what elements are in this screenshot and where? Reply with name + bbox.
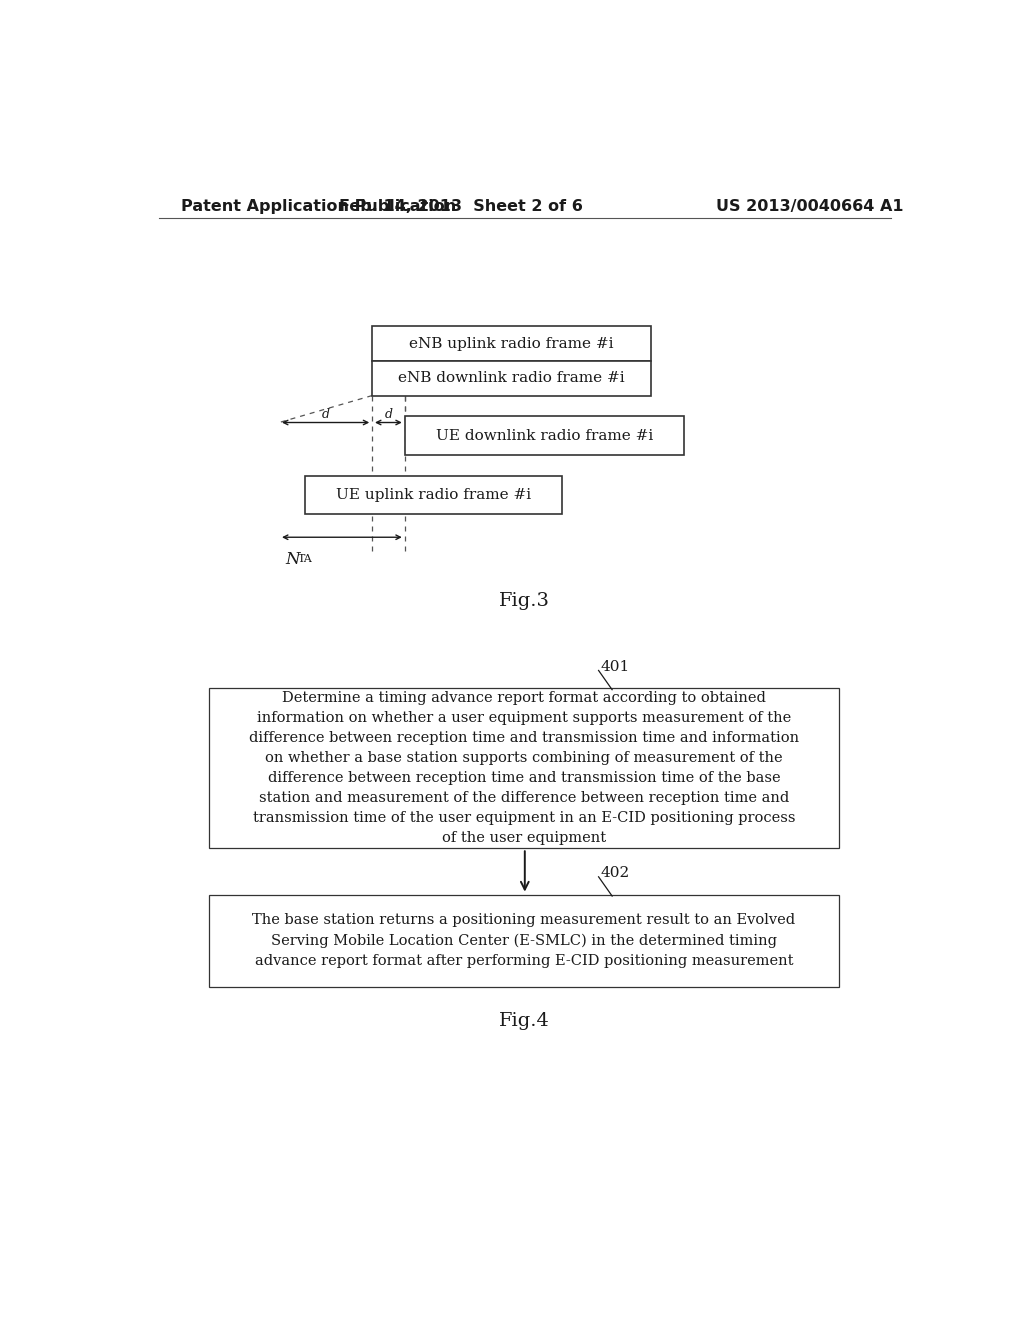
Text: Feb. 14, 2013  Sheet 2 of 6: Feb. 14, 2013 Sheet 2 of 6 [339, 199, 584, 214]
Bar [209, 895, 839, 987]
Bar [372, 326, 651, 360]
Text: Patent Application Publication: Patent Application Publication [180, 199, 456, 214]
Text: 402: 402 [601, 866, 630, 880]
Text: The base station returns a positioning measurement result to an Evolved
Serving : The base station returns a positioning m… [253, 913, 796, 968]
Text: Determine a timing advance report format according to obtained
information on wh: Determine a timing advance report format… [249, 692, 799, 845]
Text: TA: TA [298, 554, 312, 564]
Text: US 2013/0040664 A1: US 2013/0040664 A1 [716, 199, 904, 214]
Text: eNB downlink radio frame #i: eNB downlink radio frame #i [398, 371, 625, 385]
Text: d: d [322, 408, 330, 421]
Text: 401: 401 [601, 660, 630, 673]
Text: Fig.4: Fig.4 [500, 1012, 550, 1030]
Bar [305, 475, 562, 515]
Text: Fig.3: Fig.3 [500, 593, 550, 610]
Bar [372, 360, 651, 396]
Text: UE downlink radio frame #i: UE downlink radio frame #i [435, 429, 653, 442]
Bar [209, 688, 839, 849]
Text: d: d [384, 408, 392, 421]
Text: eNB uplink radio frame #i: eNB uplink radio frame #i [410, 337, 613, 351]
Bar [404, 416, 684, 455]
Text: N: N [286, 552, 300, 568]
Text: UE uplink radio frame #i: UE uplink radio frame #i [336, 488, 530, 502]
